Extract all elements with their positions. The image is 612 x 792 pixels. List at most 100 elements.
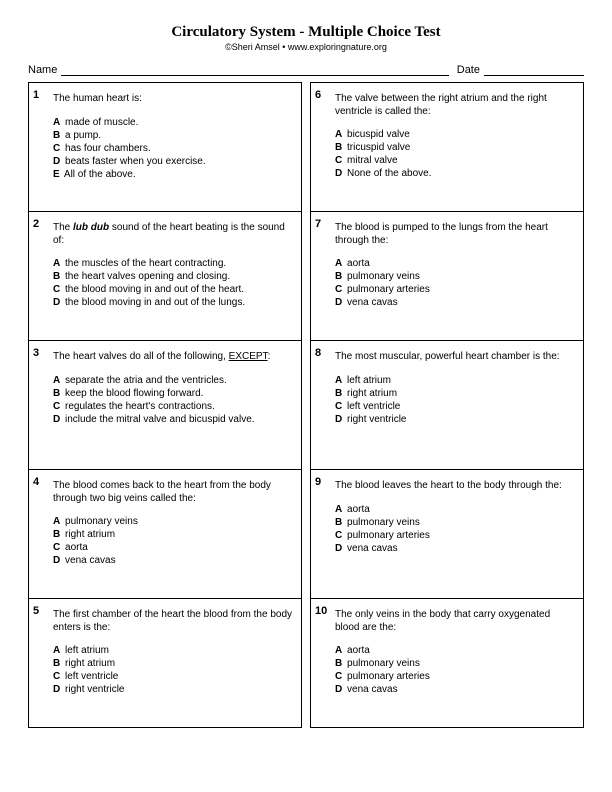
question-body: The heart valves do all of the following… — [49, 341, 301, 469]
option-text: pulmonary arteries — [344, 284, 430, 295]
stem-emphasis: lub dub — [73, 222, 109, 233]
question-number: 10 — [311, 599, 331, 727]
option[interactable]: B a pump. — [53, 129, 293, 142]
option[interactable]: A aorta — [335, 644, 575, 657]
option-text: separate the atria and the ventricles. — [62, 375, 227, 386]
option-text: the muscles of the heart contracting. — [62, 258, 226, 269]
option-letter: B — [53, 529, 60, 540]
meta-row: Name Date — [28, 64, 584, 76]
option-letter: C — [335, 530, 342, 541]
option-text: tricuspid valve — [344, 142, 410, 153]
option[interactable]: A aorta — [335, 257, 575, 270]
question-number: 2 — [29, 212, 49, 340]
question-stem: The human heart is: — [53, 93, 293, 106]
question-body: The blood leaves the heart to the body t… — [331, 470, 583, 598]
name-field-line[interactable] — [61, 64, 448, 76]
option-letter: A — [53, 645, 60, 656]
option-text: left atrium — [62, 645, 109, 656]
question-stem: The valve between the right atrium and t… — [335, 93, 575, 118]
option-text: beats faster when you exercise. — [62, 156, 205, 167]
option[interactable]: B right atrium — [53, 657, 293, 670]
option-letter: A — [53, 117, 60, 128]
options-list: A the muscles of the heart contracting.B… — [53, 257, 293, 309]
option[interactable]: C left ventricle — [53, 670, 293, 683]
option[interactable]: A made of muscle. — [53, 116, 293, 129]
option[interactable]: D right ventricle — [53, 683, 293, 696]
option[interactable]: D vena cavas — [335, 542, 575, 555]
option-letter: D — [53, 684, 60, 695]
question-number: 8 — [311, 341, 331, 469]
option-letter: E — [53, 169, 60, 180]
option[interactable]: C pulmonary arteries — [335, 529, 575, 542]
option-text: right ventricle — [344, 414, 406, 425]
option-text: pulmonary veins — [344, 658, 420, 669]
option-text: pulmonary veins — [344, 271, 420, 282]
question-body: The valve between the right atrium and t… — [331, 83, 583, 211]
option[interactable]: D include the mitral valve and bicuspid … — [53, 413, 293, 426]
option[interactable]: C aorta — [53, 541, 293, 554]
option-letter: D — [53, 297, 60, 308]
option-letter: D — [335, 297, 342, 308]
option[interactable]: B right atrium — [53, 528, 293, 541]
option-text: mitral valve — [344, 155, 397, 166]
option[interactable]: D vena cavas — [335, 296, 575, 309]
question-number: 3 — [29, 341, 49, 469]
option-letter: D — [335, 414, 342, 425]
option[interactable]: B tricuspid valve — [335, 141, 575, 154]
option[interactable]: C has four chambers. — [53, 142, 293, 155]
option[interactable]: A bicuspid valve — [335, 128, 575, 141]
option[interactable]: D vena cavas — [335, 683, 575, 696]
option[interactable]: C pulmonary arteries — [335, 670, 575, 683]
option[interactable]: B pulmonary veins — [335, 270, 575, 283]
option[interactable]: A separate the atria and the ventricles. — [53, 374, 293, 387]
question-stem: The most muscular, powerful heart chambe… — [335, 351, 575, 364]
option[interactable]: C regulates the heart's contractions. — [53, 400, 293, 413]
option-letter: B — [53, 130, 60, 141]
option[interactable]: B pulmonary veins — [335, 657, 575, 670]
option[interactable]: B keep the blood flowing forward. — [53, 387, 293, 400]
option[interactable]: C mitral valve — [335, 154, 575, 167]
question-body: The human heart is: A made of muscle.B a … — [49, 83, 301, 211]
option-letter: C — [53, 284, 60, 295]
option[interactable]: B right atrium — [335, 387, 575, 400]
option[interactable]: D right ventricle — [335, 413, 575, 426]
option[interactable]: D the blood moving in and out of the lun… — [53, 296, 293, 309]
question-grid: 1The human heart is:A made of muscle.B a… — [28, 82, 584, 728]
option-letter: A — [53, 516, 60, 527]
option[interactable]: A left atrium — [335, 374, 575, 387]
option-text: made of muscle. — [62, 117, 138, 128]
option[interactable]: A the muscles of the heart contracting. — [53, 257, 293, 270]
option[interactable]: E All of the above. — [53, 168, 293, 181]
option-text: bicuspid valve — [344, 129, 410, 140]
option-letter: B — [335, 271, 342, 282]
option-text: vena cavas — [344, 684, 397, 695]
options-list: A bicuspid valveB tricuspid valveC mitra… — [335, 128, 575, 180]
option[interactable]: D vena cavas — [53, 554, 293, 567]
date-field-line[interactable] — [484, 64, 584, 76]
option[interactable]: C pulmonary arteries — [335, 283, 575, 296]
option[interactable]: B the heart valves opening and closing. — [53, 270, 293, 283]
option[interactable]: A aorta — [335, 503, 575, 516]
option-letter: D — [53, 414, 60, 425]
option-text: vena cavas — [344, 543, 397, 554]
option-text: pulmonary veins — [62, 516, 138, 527]
option-letter: A — [335, 645, 342, 656]
option-letter: C — [53, 542, 60, 553]
option[interactable]: A left atrium — [53, 644, 293, 657]
option[interactable]: D beats faster when you exercise. — [53, 155, 293, 168]
question-body: The only veins in the body that carry ox… — [331, 599, 583, 727]
option[interactable]: C the blood moving in and out of the hea… — [53, 283, 293, 296]
question-number: 9 — [311, 470, 331, 598]
option[interactable]: D None of the above. — [335, 167, 575, 180]
option-letter: D — [53, 555, 60, 566]
options-list: A left atriumB right atriumC left ventri… — [53, 644, 293, 696]
option-text: pulmonary arteries — [344, 530, 430, 541]
option-text: the blood moving in and out of the lungs… — [62, 297, 245, 308]
options-list: A pulmonary veinsB right atriumC aortaD … — [53, 515, 293, 567]
option[interactable]: C left ventricle — [335, 400, 575, 413]
option[interactable]: A pulmonary veins — [53, 515, 293, 528]
option-text: pulmonary arteries — [344, 671, 430, 682]
question-stem: The blood leaves the heart to the body t… — [335, 480, 575, 493]
option[interactable]: B pulmonary veins — [335, 516, 575, 529]
header: Circulatory System - Multiple Choice Tes… — [28, 24, 584, 52]
